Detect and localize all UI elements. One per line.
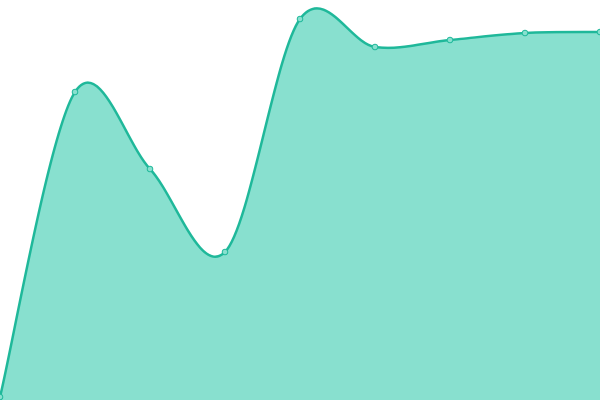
data-point xyxy=(146,165,154,173)
area-fill xyxy=(0,8,600,400)
data-point xyxy=(371,43,379,51)
data-point xyxy=(446,36,454,44)
data-point xyxy=(596,28,600,36)
data-point xyxy=(71,88,79,96)
data-point xyxy=(296,15,304,23)
data-point xyxy=(521,29,529,37)
data-point xyxy=(221,248,229,256)
data-point xyxy=(0,393,4,400)
